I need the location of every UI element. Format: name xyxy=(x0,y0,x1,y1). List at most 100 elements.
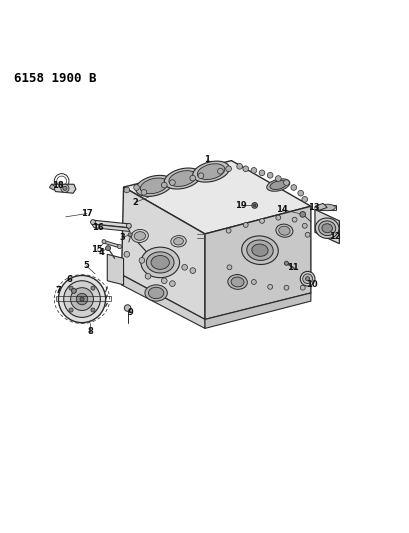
Ellipse shape xyxy=(171,236,186,247)
Text: 14: 14 xyxy=(276,205,288,214)
Text: 12: 12 xyxy=(329,232,340,241)
Circle shape xyxy=(198,173,203,179)
Ellipse shape xyxy=(275,224,292,237)
Text: 5: 5 xyxy=(83,261,89,270)
Circle shape xyxy=(250,167,256,173)
Text: 2: 2 xyxy=(133,198,138,207)
Circle shape xyxy=(139,257,144,263)
Polygon shape xyxy=(102,240,120,248)
Ellipse shape xyxy=(169,171,196,187)
Ellipse shape xyxy=(151,255,169,269)
Circle shape xyxy=(124,187,129,193)
Text: 19: 19 xyxy=(234,201,246,210)
Circle shape xyxy=(106,246,110,251)
Circle shape xyxy=(283,180,289,185)
Polygon shape xyxy=(121,274,204,328)
Text: 8: 8 xyxy=(87,327,93,336)
Circle shape xyxy=(236,164,242,169)
Text: 15: 15 xyxy=(91,245,103,254)
Text: 6158 1900 B: 6158 1900 B xyxy=(13,72,96,85)
Circle shape xyxy=(292,217,296,222)
Circle shape xyxy=(169,180,175,185)
Text: 16: 16 xyxy=(92,223,104,232)
Circle shape xyxy=(63,186,67,190)
Circle shape xyxy=(301,223,306,228)
Ellipse shape xyxy=(266,179,289,191)
Circle shape xyxy=(169,281,175,286)
Circle shape xyxy=(242,166,248,172)
Polygon shape xyxy=(204,293,310,328)
Polygon shape xyxy=(107,254,123,285)
Circle shape xyxy=(58,276,106,322)
Ellipse shape xyxy=(246,240,272,261)
Circle shape xyxy=(258,170,264,176)
Polygon shape xyxy=(52,184,76,193)
Text: 11: 11 xyxy=(286,263,298,272)
Circle shape xyxy=(275,215,280,220)
Circle shape xyxy=(71,288,76,293)
Circle shape xyxy=(251,203,257,208)
Text: 18: 18 xyxy=(52,181,63,190)
Circle shape xyxy=(251,279,256,285)
Circle shape xyxy=(234,274,239,279)
Circle shape xyxy=(297,190,303,196)
Circle shape xyxy=(181,264,187,270)
Text: 1: 1 xyxy=(204,155,209,164)
Circle shape xyxy=(90,220,95,224)
Circle shape xyxy=(227,265,231,270)
Ellipse shape xyxy=(318,204,335,211)
Circle shape xyxy=(304,232,309,237)
Ellipse shape xyxy=(141,247,179,278)
Circle shape xyxy=(284,261,288,265)
Text: 13: 13 xyxy=(308,203,319,212)
Circle shape xyxy=(63,281,100,318)
Polygon shape xyxy=(92,220,130,228)
Ellipse shape xyxy=(164,168,200,189)
Ellipse shape xyxy=(197,164,224,180)
Ellipse shape xyxy=(315,218,338,238)
Circle shape xyxy=(267,285,272,289)
Circle shape xyxy=(61,184,69,192)
Circle shape xyxy=(217,168,223,174)
Circle shape xyxy=(243,222,247,228)
Circle shape xyxy=(102,240,106,244)
Ellipse shape xyxy=(192,161,229,182)
Polygon shape xyxy=(121,187,204,319)
Circle shape xyxy=(70,288,93,311)
Circle shape xyxy=(91,308,95,312)
Circle shape xyxy=(69,286,73,290)
Circle shape xyxy=(141,190,146,195)
Circle shape xyxy=(161,278,167,284)
Ellipse shape xyxy=(227,274,247,289)
Polygon shape xyxy=(314,209,339,244)
Circle shape xyxy=(275,176,281,181)
Polygon shape xyxy=(92,224,130,231)
Circle shape xyxy=(290,184,296,190)
Circle shape xyxy=(267,173,272,178)
Circle shape xyxy=(299,212,305,217)
Circle shape xyxy=(299,285,304,290)
Circle shape xyxy=(145,273,151,279)
Ellipse shape xyxy=(146,252,174,273)
Circle shape xyxy=(259,219,264,223)
Ellipse shape xyxy=(241,236,278,264)
Circle shape xyxy=(299,271,314,286)
Circle shape xyxy=(80,297,84,301)
Circle shape xyxy=(124,305,130,311)
Circle shape xyxy=(128,233,132,237)
Circle shape xyxy=(76,293,88,305)
Circle shape xyxy=(189,268,195,273)
Circle shape xyxy=(117,245,121,248)
Ellipse shape xyxy=(131,229,148,243)
Text: 3: 3 xyxy=(119,233,125,241)
Ellipse shape xyxy=(140,178,167,194)
Circle shape xyxy=(91,286,95,290)
Text: 6: 6 xyxy=(67,275,72,284)
Circle shape xyxy=(124,252,129,257)
Polygon shape xyxy=(123,160,310,234)
Text: 4: 4 xyxy=(98,248,104,257)
Polygon shape xyxy=(49,184,55,190)
Text: 9: 9 xyxy=(128,308,133,317)
Ellipse shape xyxy=(251,244,267,256)
Circle shape xyxy=(305,277,309,281)
